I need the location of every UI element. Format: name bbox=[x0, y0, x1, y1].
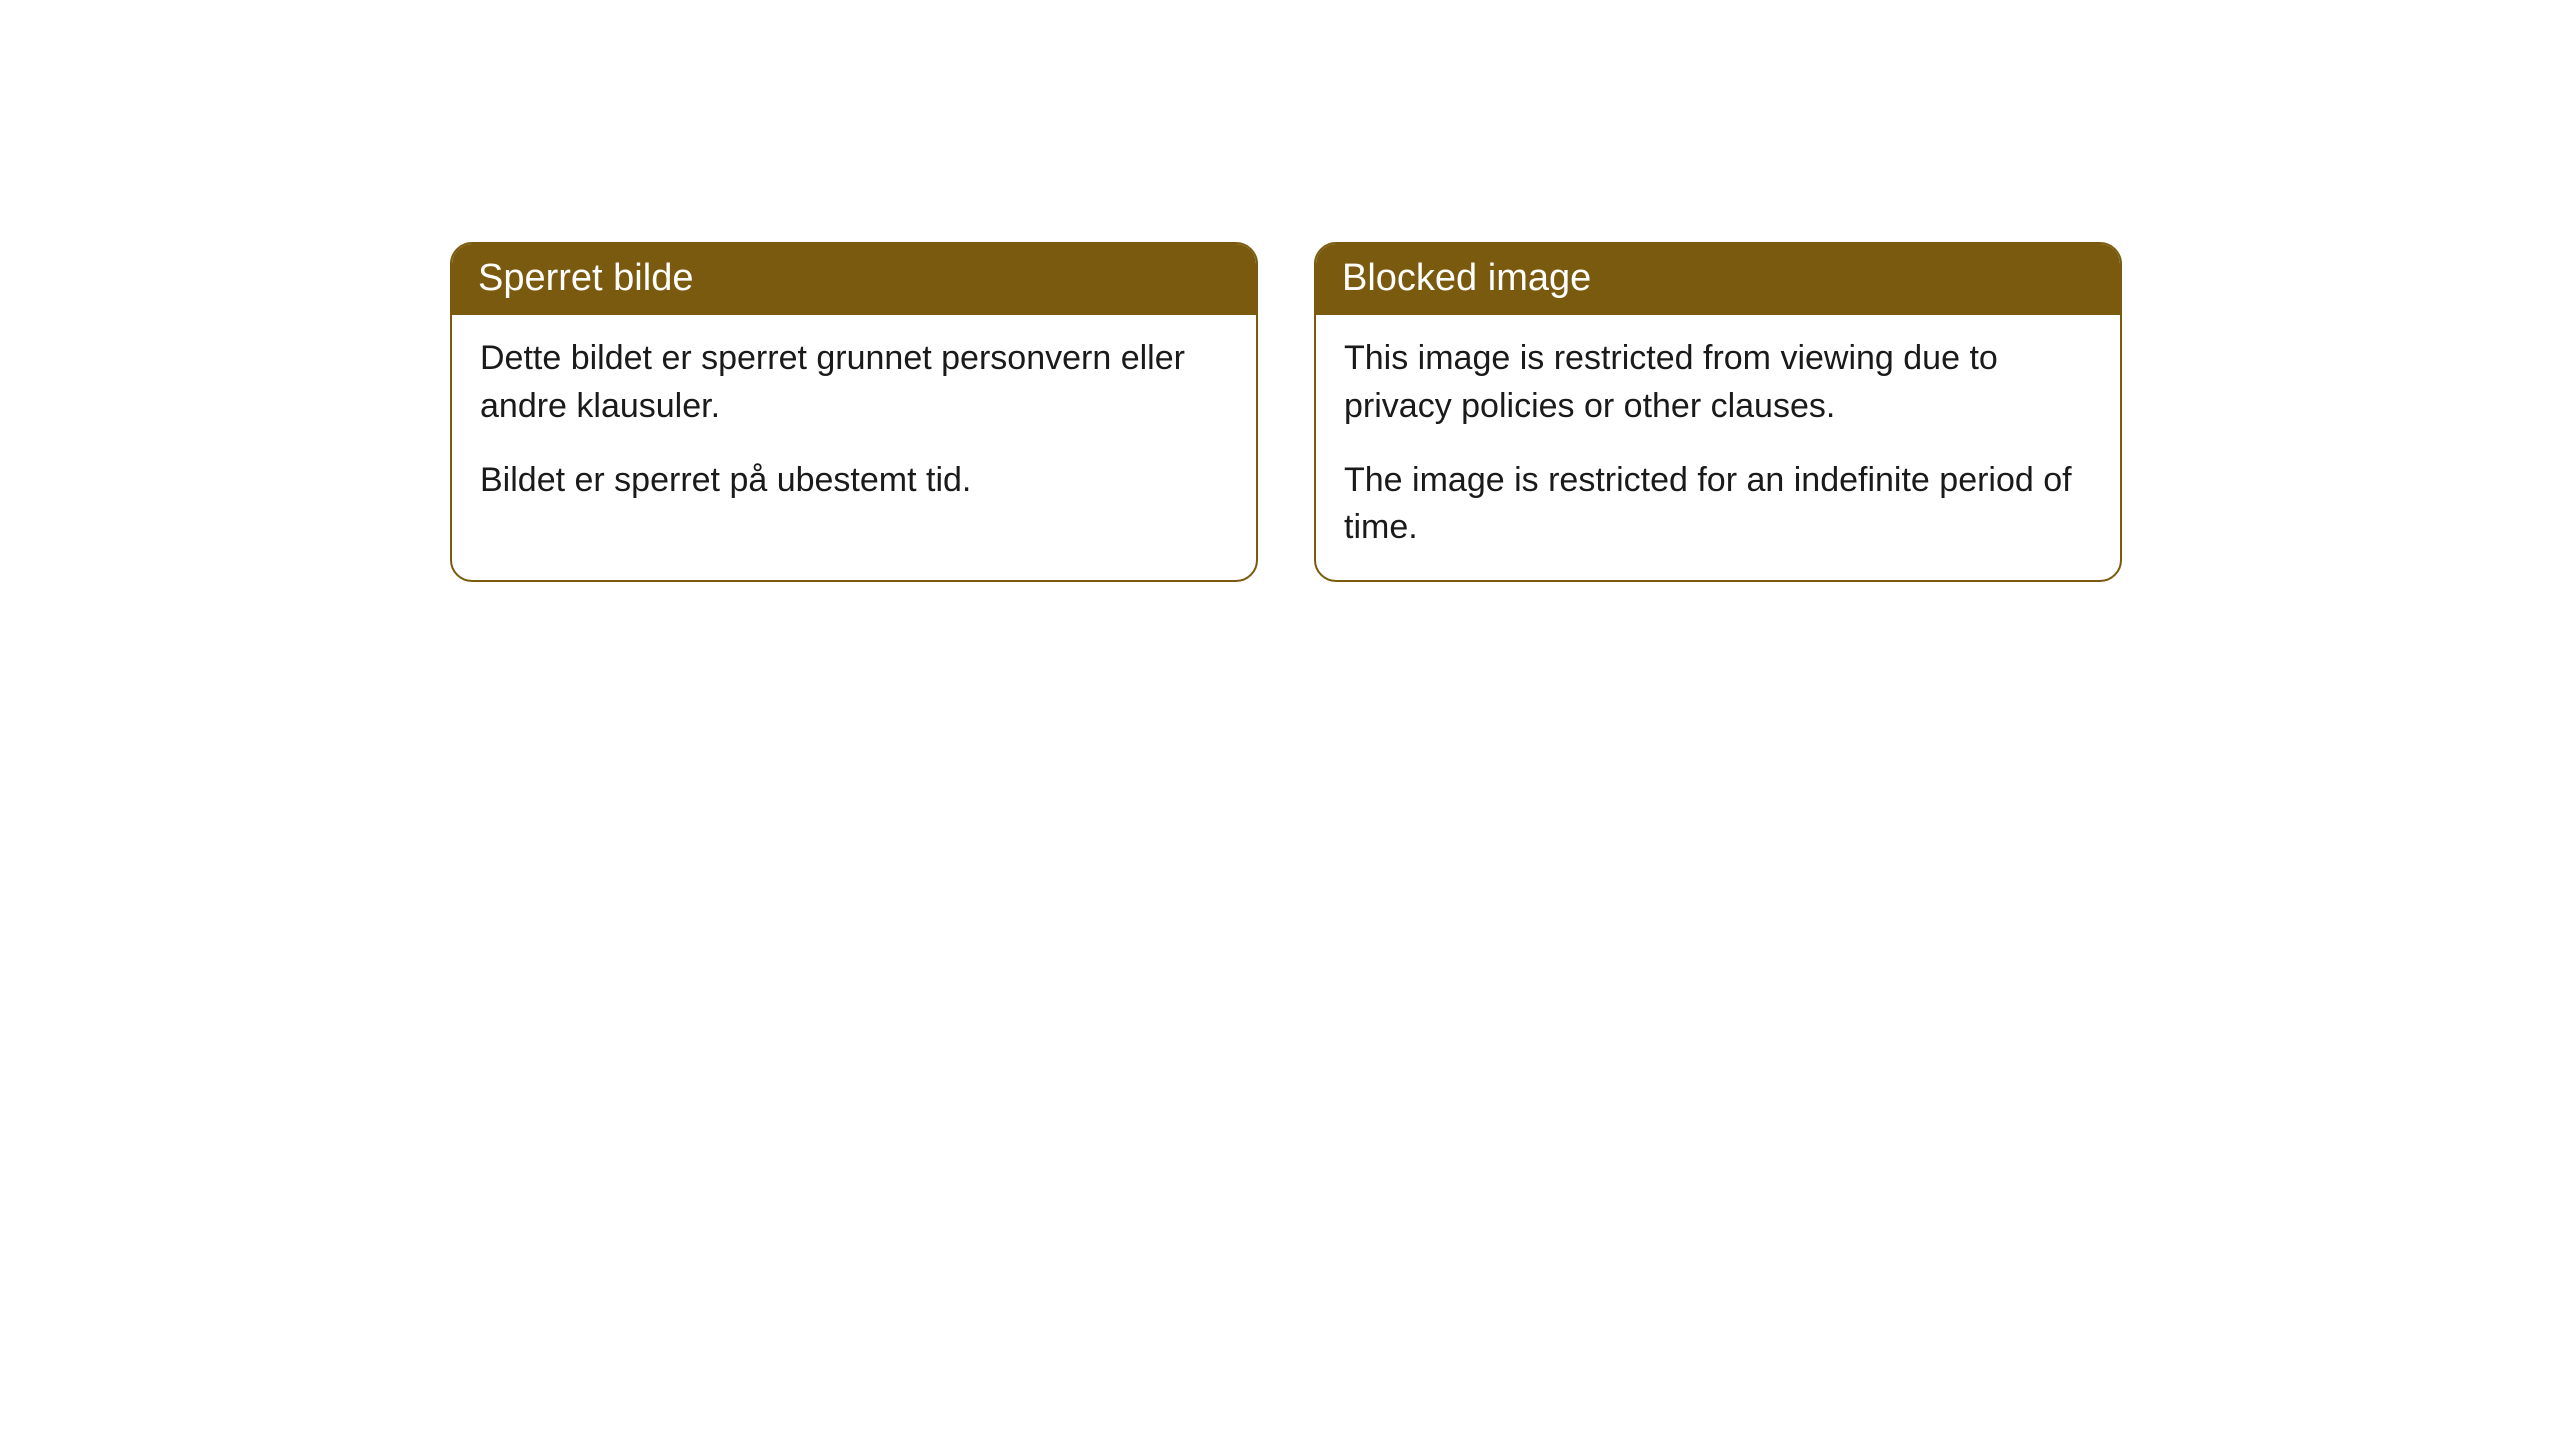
blocked-image-card-en: Blocked image This image is restricted f… bbox=[1314, 242, 2122, 582]
card-body-en: This image is restricted from viewing du… bbox=[1316, 315, 2120, 579]
card-title-en: Blocked image bbox=[1342, 257, 1591, 299]
card-paragraph-2-no: Bildet er sperret på ubestemt tid. bbox=[480, 457, 1228, 505]
card-paragraph-1-en: This image is restricted from viewing du… bbox=[1344, 335, 2092, 430]
card-paragraph-1-no: Dette bildet er sperret grunnet personve… bbox=[480, 335, 1228, 430]
blocked-image-card-no: Sperret bilde Dette bildet er sperret gr… bbox=[450, 242, 1258, 582]
info-cards-container: Sperret bilde Dette bildet er sperret gr… bbox=[450, 242, 2122, 582]
card-title-no: Sperret bilde bbox=[478, 257, 693, 299]
card-paragraph-2-en: The image is restricted for an indefinit… bbox=[1344, 457, 2092, 552]
card-body-no: Dette bildet er sperret grunnet personve… bbox=[452, 315, 1256, 532]
card-header-no: Sperret bilde bbox=[452, 244, 1256, 315]
card-header-en: Blocked image bbox=[1316, 244, 2120, 315]
